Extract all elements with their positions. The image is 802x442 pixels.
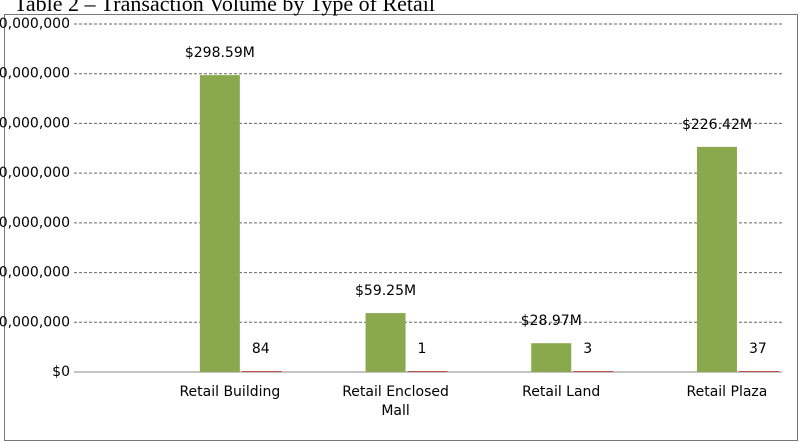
chart-frame [4, 14, 798, 441]
chart-title: Table 2 – Transaction Volume by Type of … [14, 0, 435, 16]
data-label: $298.59M [185, 45, 255, 61]
data-label: 84 [252, 341, 270, 357]
x-tick-label: Retail Building [179, 384, 280, 400]
y-tick-label: $200,000,000 [0, 165, 70, 181]
bar [531, 343, 572, 372]
y-tick-label: $50,000,000 [0, 314, 70, 330]
y-tick-label: $350,000,000 [0, 16, 70, 32]
bar [738, 371, 779, 372]
data-label: $28.97M [521, 313, 582, 329]
x-tick-label: Retail Plaza [687, 384, 768, 400]
data-label: 3 [583, 341, 592, 357]
y-tick-label: $100,000,000 [0, 265, 70, 281]
y-tick-label: $250,000,000 [0, 115, 70, 131]
y-tick-label: $300,000,000 [0, 66, 70, 82]
bar [573, 371, 614, 372]
data-label: $59.25M [355, 283, 416, 299]
data-label: $226.42M [682, 117, 752, 133]
data-label: 1 [418, 341, 427, 357]
bar [407, 371, 448, 372]
x-tick-label-line: Retail Enclosed [342, 384, 449, 400]
x-tick-label: Retail Enclosed Mall [342, 384, 449, 419]
x-tick-label: Retail Land [522, 384, 600, 400]
y-tick-label: $150,000,000 [0, 215, 70, 231]
bar [696, 146, 737, 372]
y-tick-label: $0 [52, 364, 70, 380]
bar [365, 313, 406, 372]
data-label: 37 [749, 341, 767, 357]
x-tick-label-line: Mall [381, 403, 409, 419]
bar [241, 371, 282, 372]
bar [199, 75, 240, 373]
title-band [0, 0, 802, 14]
